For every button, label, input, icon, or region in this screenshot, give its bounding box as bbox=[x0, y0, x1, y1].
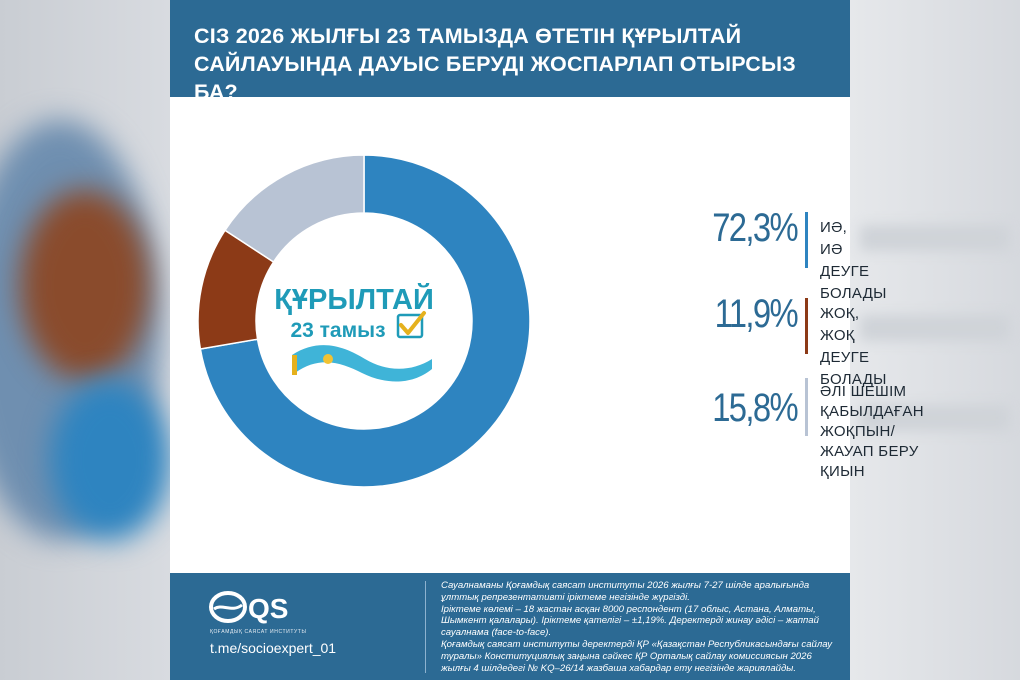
label-line: ИӘ, bbox=[820, 219, 848, 236]
background-left bbox=[0, 0, 170, 680]
label-line: ӘЛІ ШЕШІМ bbox=[820, 383, 907, 400]
label-line: ЖАУАП БЕРУ ҚИЫН bbox=[820, 443, 919, 480]
footer-band: QSI ҚОҒАМДЫҚ САЯСАТ ИНСТИТУТЫ t.me/socio… bbox=[170, 573, 850, 680]
label-line: ҚАБЫЛДАҒАН ЖОҚПЫН/ bbox=[820, 403, 924, 440]
percent-label-yes: 72,3% bbox=[712, 206, 798, 250]
checkbox-icon bbox=[396, 313, 424, 339]
legend-color-bar-undecided bbox=[805, 378, 808, 436]
background-bar bbox=[860, 315, 1010, 341]
legend-color-bar-yes bbox=[805, 212, 808, 268]
logo-subtitle: ҚОҒАМДЫҚ САЯСАТ ИНСТИТУТЫ bbox=[210, 629, 307, 635]
percent-label-undecided: 15,8% bbox=[712, 386, 798, 430]
background-bar bbox=[860, 405, 1010, 431]
logo-date: 23 тамыз bbox=[290, 319, 385, 342]
background-blob bbox=[20, 190, 150, 380]
chart-title: СІЗ 2026 ЖЫЛҒЫ 23 ТАМЫЗДА ӨТЕТІН ҚҰРЫЛТА… bbox=[194, 22, 834, 106]
background-bar bbox=[860, 225, 1010, 251]
logo-word: ҚҰРЫЛТАЙ bbox=[274, 282, 434, 316]
label-line: ЖОҚ, bbox=[820, 305, 860, 322]
percent-label-no: 11,9% bbox=[714, 292, 799, 336]
note-paragraph: Сауалнаманы Қоғамдық саясат институты 20… bbox=[441, 580, 810, 603]
flag-sun-icon bbox=[323, 354, 333, 364]
legend-label-yes: ИӘ, ИӘ ДЕУГЕ БОЛАДЫ bbox=[820, 217, 887, 305]
label-line: ИӘ ДЕУГЕ БОЛАДЫ bbox=[820, 241, 887, 302]
infographic-card: СІЗ 2026 ЖЫЛҒЫ 23 ТАМЫЗДА ӨТЕТІН ҚҰРЫЛТА… bbox=[170, 0, 924, 680]
legend-color-bar-no bbox=[805, 298, 808, 354]
note-paragraph: Іріктеме көлемі – 18 жастан асқан 8000 р… bbox=[441, 603, 819, 639]
legend-label-undecided: ӘЛІ ШЕШІМ ҚАБЫЛДАҒАН ЖОҚПЫН/ ЖАУАП БЕРУ … bbox=[820, 382, 924, 482]
note-paragraph: Қоғамдық саясат институты деректерді ҚР … bbox=[441, 638, 833, 674]
flag-ornament-icon bbox=[292, 355, 297, 375]
logo-text: QSI bbox=[248, 593, 288, 624]
checkmark-icon bbox=[399, 311, 426, 335]
donut-chart: ҚҰРЫЛТАЙ 23 тамыз bbox=[197, 154, 531, 488]
qsi-logo-icon: QSI bbox=[209, 591, 288, 624]
kurultai-logo: ҚҰРЫЛТАЙ 23 тамыз bbox=[274, 282, 434, 382]
footer-divider bbox=[425, 581, 426, 673]
label-line: ЖОҚ ДЕУГЕ БОЛАДЫ bbox=[820, 327, 887, 388]
telegram-link[interactable]: t.me/socioexpert_01 bbox=[210, 640, 337, 656]
background-right bbox=[850, 0, 1020, 680]
legend-label-no: ЖОҚ, ЖОҚ ДЕУГЕ БОЛАДЫ bbox=[820, 303, 887, 391]
title-line-2: САЙЛАУЫНДА ДАУЫС БЕРУДІ ЖОСПАРЛАП ОТЫРСЫ… bbox=[194, 52, 796, 104]
title-line-1: СІЗ 2026 ЖЫЛҒЫ 23 ТАМЫЗДА ӨТЕТІН ҚҰРЫЛТА… bbox=[194, 24, 742, 48]
header-band: СІЗ 2026 ЖЫЛҒЫ 23 ТАМЫЗДА ӨТЕТІН ҚҰРЫЛТА… bbox=[170, 0, 850, 104]
methodology-note: Сауалнаманы Қоғамдық саясат институты 20… bbox=[441, 580, 841, 674]
background-blob bbox=[50, 380, 170, 540]
